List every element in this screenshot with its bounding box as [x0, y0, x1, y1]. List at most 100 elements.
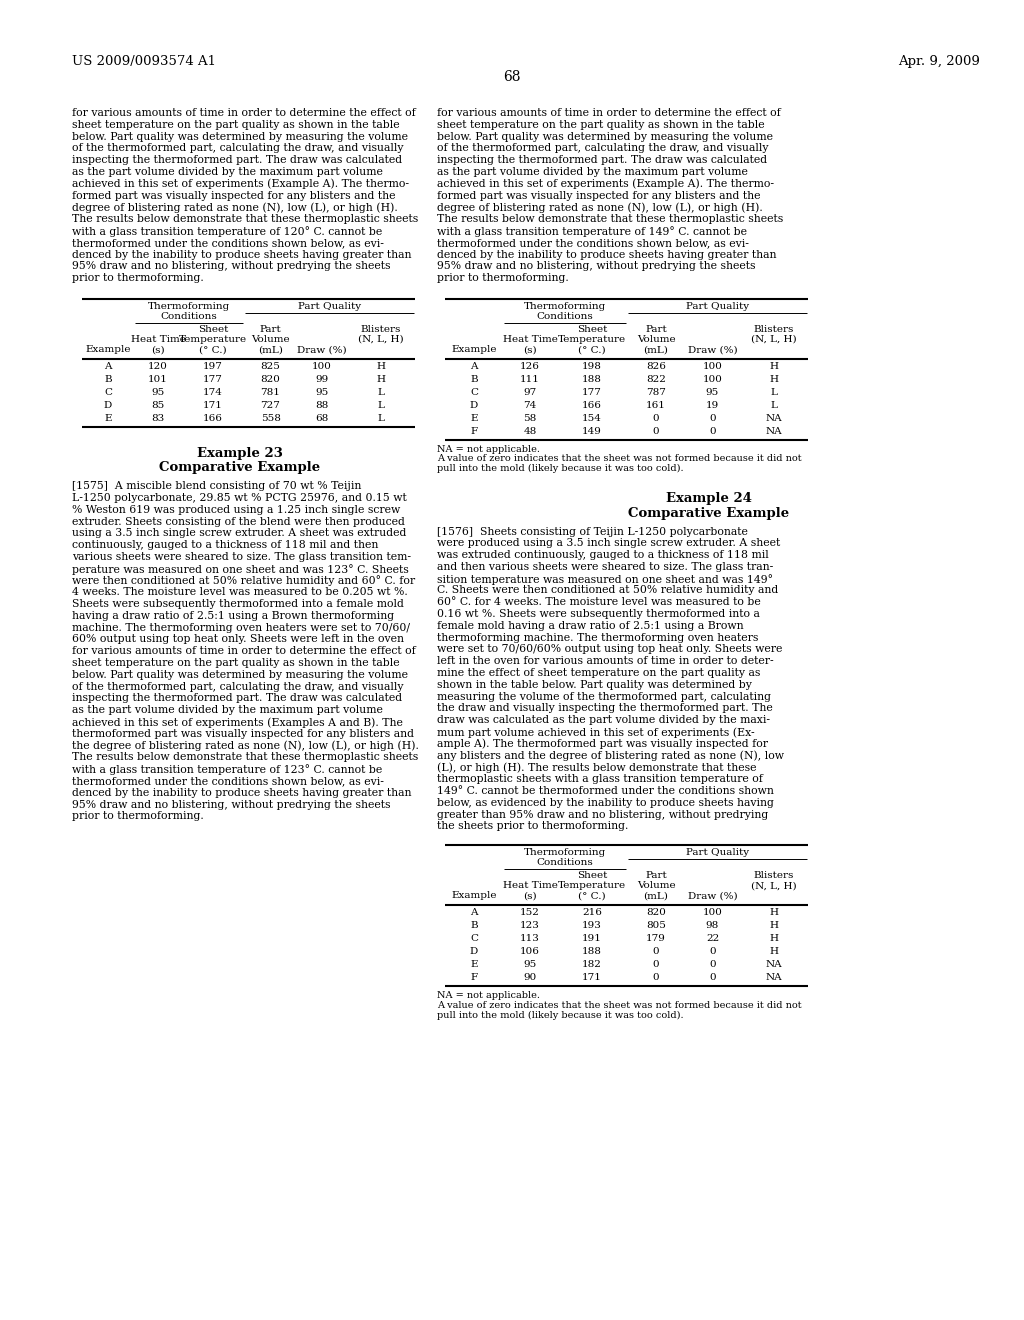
Text: 166: 166: [203, 413, 223, 422]
Text: were produced using a 3.5 inch single screw extruder. A sheet: were produced using a 3.5 inch single sc…: [437, 539, 780, 548]
Text: 95: 95: [523, 960, 537, 969]
Text: formed part was visually inspected for any blisters and the: formed part was visually inspected for a…: [437, 190, 761, 201]
Text: machine. The thermoforming oven heaters were set to 70/60/: machine. The thermoforming oven heaters …: [72, 623, 410, 632]
Text: continuously, gauged to a thickness of 118 mil and then: continuously, gauged to a thickness of 1…: [72, 540, 379, 550]
Text: extruder. Sheets consisting of the blend were then produced: extruder. Sheets consisting of the blend…: [72, 516, 404, 527]
Text: US 2009/0093574 A1: US 2009/0093574 A1: [72, 55, 216, 69]
Text: F: F: [470, 426, 477, 436]
Text: Draw (%): Draw (%): [297, 346, 347, 354]
Text: The results below demonstrate that these thermoplastic sheets: The results below demonstrate that these…: [437, 214, 783, 224]
Text: below. Part quality was determined by measuring the volume: below. Part quality was determined by me…: [437, 132, 773, 141]
Text: Volume: Volume: [637, 335, 675, 345]
Text: Comparative Example: Comparative Example: [160, 461, 321, 474]
Text: 123: 123: [520, 921, 540, 929]
Text: prior to thermoforming.: prior to thermoforming.: [437, 273, 568, 284]
Text: 787: 787: [646, 388, 666, 396]
Text: Sheet: Sheet: [577, 325, 607, 334]
Text: Part: Part: [645, 871, 667, 880]
Text: H: H: [377, 362, 385, 371]
Text: A value of zero indicates that the sheet was not formed because it did not: A value of zero indicates that the sheet…: [437, 1001, 802, 1010]
Text: Sheets were subsequently thermoformed into a female mold: Sheets were subsequently thermoformed in…: [72, 599, 403, 609]
Text: sheet temperature on the part quality as shown in the table: sheet temperature on the part quality as…: [72, 659, 399, 668]
Text: H: H: [769, 921, 778, 929]
Text: 83: 83: [152, 413, 165, 422]
Text: of the thermoformed part, calculating the draw, and visually: of the thermoformed part, calculating th…: [72, 681, 403, 692]
Text: Conditions: Conditions: [537, 312, 593, 321]
Text: NA: NA: [766, 973, 782, 982]
Text: 161: 161: [646, 400, 666, 409]
Text: 88: 88: [315, 400, 329, 409]
Text: 0: 0: [710, 973, 716, 982]
Text: 95: 95: [315, 388, 329, 396]
Text: 558: 558: [260, 413, 281, 422]
Text: 0: 0: [710, 413, 716, 422]
Text: 171: 171: [203, 400, 223, 409]
Text: B: B: [470, 375, 478, 384]
Text: Draw (%): Draw (%): [688, 346, 737, 354]
Text: NA: NA: [766, 413, 782, 422]
Text: Temperature: Temperature: [558, 882, 626, 890]
Text: with a glass transition temperature of 149° C. cannot be: with a glass transition temperature of 1…: [437, 226, 746, 236]
Text: was extruded continuously, gauged to a thickness of 118 mil: was extruded continuously, gauged to a t…: [437, 550, 769, 560]
Text: Heat Time: Heat Time: [503, 335, 557, 345]
Text: draw was calculated as the part volume divided by the maxi-: draw was calculated as the part volume d…: [437, 715, 770, 725]
Text: 100: 100: [312, 362, 332, 371]
Text: mine the effect of sheet temperature on the part quality as: mine the effect of sheet temperature on …: [437, 668, 761, 678]
Text: 0: 0: [710, 426, 716, 436]
Text: 60% output using top heat only. Sheets were left in the oven: 60% output using top heat only. Sheets w…: [72, 635, 404, 644]
Text: denced by the inability to produce sheets having greater than: denced by the inability to produce sheet…: [72, 249, 412, 260]
Text: 95: 95: [152, 388, 165, 396]
Text: 48: 48: [523, 426, 537, 436]
Text: 188: 188: [582, 375, 602, 384]
Text: 95: 95: [706, 388, 719, 396]
Text: C. Sheets were then conditioned at 50% relative humidity and: C. Sheets were then conditioned at 50% r…: [437, 586, 778, 595]
Text: E: E: [470, 960, 478, 969]
Text: thermoformed under the conditions shown below, as evi-: thermoformed under the conditions shown …: [72, 238, 384, 248]
Text: Volume: Volume: [251, 335, 290, 345]
Text: 0: 0: [652, 413, 659, 422]
Text: Thermoforming: Thermoforming: [524, 849, 606, 857]
Text: Apr. 9, 2009: Apr. 9, 2009: [898, 55, 980, 69]
Text: as the part volume divided by the maximum part volume: as the part volume divided by the maximu…: [437, 168, 748, 177]
Text: the degree of blistering rated as none (N), low (L), or high (H).: the degree of blistering rated as none (…: [72, 741, 419, 751]
Text: (s): (s): [523, 891, 537, 900]
Text: achieved in this set of experiments (Example A). The thermo-: achieved in this set of experiments (Exa…: [437, 178, 774, 189]
Text: 100: 100: [702, 362, 723, 371]
Text: degree of blistering rated as none (N), low (L), or high (H).: degree of blistering rated as none (N), …: [437, 202, 763, 213]
Text: of the thermoformed part, calculating the draw, and visually: of the thermoformed part, calculating th…: [72, 144, 403, 153]
Text: thermoformed under the conditions shown below, as evi-: thermoformed under the conditions shown …: [437, 238, 749, 248]
Text: The results below demonstrate that these thermoplastic sheets: The results below demonstrate that these…: [72, 214, 418, 224]
Text: Example: Example: [452, 346, 497, 354]
Text: 805: 805: [646, 921, 666, 929]
Text: inspecting the thermoformed part. The draw was calculated: inspecting the thermoformed part. The dr…: [437, 156, 767, 165]
Text: Draw (%): Draw (%): [688, 891, 737, 900]
Text: 0: 0: [652, 973, 659, 982]
Text: A: A: [470, 908, 478, 917]
Text: L: L: [378, 400, 384, 409]
Text: 0: 0: [652, 960, 659, 969]
Text: (s): (s): [152, 346, 165, 354]
Text: 101: 101: [148, 375, 168, 384]
Text: H: H: [769, 375, 778, 384]
Text: 727: 727: [260, 400, 281, 409]
Text: of the thermoformed part, calculating the draw, and visually: of the thermoformed part, calculating th…: [437, 144, 768, 153]
Text: 58: 58: [523, 413, 537, 422]
Text: 97: 97: [523, 388, 537, 396]
Text: 0: 0: [652, 426, 659, 436]
Text: ample A). The thermoformed part was visually inspected for: ample A). The thermoformed part was visu…: [437, 739, 768, 750]
Text: Example 23: Example 23: [197, 446, 283, 459]
Text: pull into the mold (likely because it was too cold).: pull into the mold (likely because it wa…: [437, 1010, 684, 1019]
Text: 166: 166: [582, 400, 602, 409]
Text: L: L: [378, 413, 384, 422]
Text: measuring the volume of the thermoformed part, calculating: measuring the volume of the thermoformed…: [437, 692, 771, 702]
Text: Part Quality: Part Quality: [686, 849, 750, 857]
Text: sition temperature was measured on one sheet and was 149°: sition temperature was measured on one s…: [437, 574, 773, 585]
Text: 74: 74: [523, 400, 537, 409]
Text: 95% draw and no blistering, without predrying the sheets: 95% draw and no blistering, without pred…: [72, 800, 390, 809]
Text: Sheet: Sheet: [198, 325, 228, 334]
Text: 111: 111: [520, 375, 540, 384]
Text: L: L: [771, 400, 777, 409]
Text: thermoforming machine. The thermoforming oven heaters: thermoforming machine. The thermoforming…: [437, 632, 759, 643]
Text: Example: Example: [452, 891, 497, 900]
Text: 182: 182: [582, 960, 602, 969]
